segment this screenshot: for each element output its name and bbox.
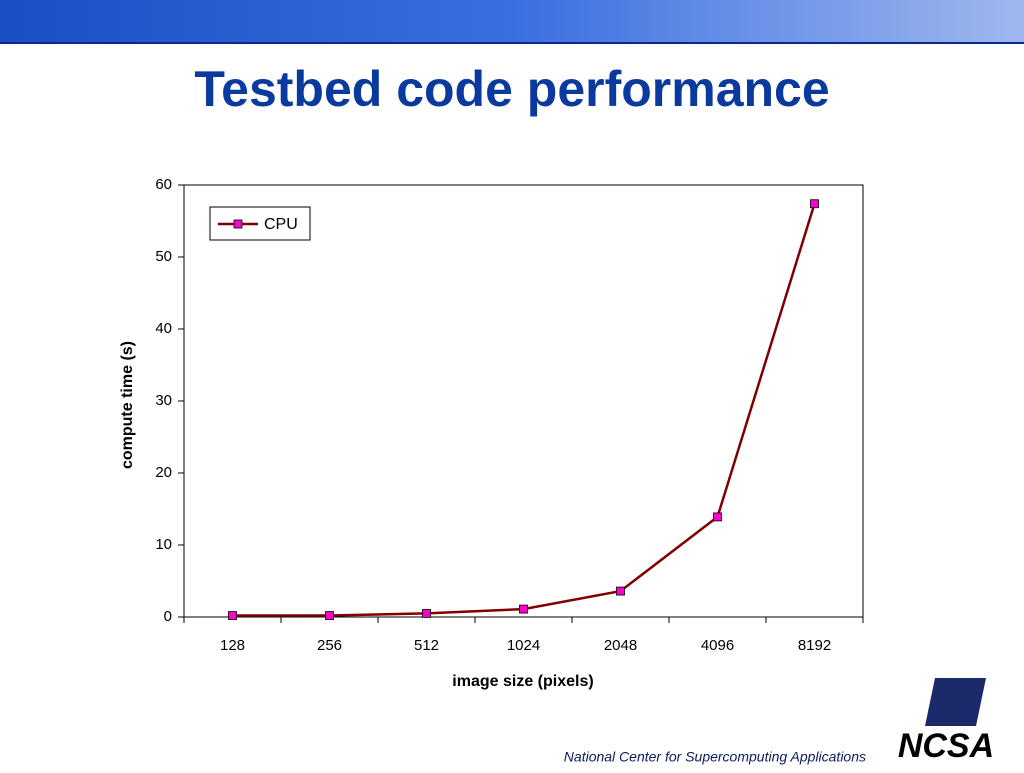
data-point: [519, 604, 528, 614]
data-point: [325, 611, 334, 620]
y-tick-label: 50: [155, 248, 172, 265]
data-line: [232, 203, 816, 617]
plot-frame: [183, 184, 864, 618]
data-point: [616, 586, 625, 596]
x-tick-label: 512: [414, 637, 439, 654]
y-tick-label: 40: [155, 320, 172, 337]
y-tick-label: 0: [164, 608, 172, 625]
x-tick-label: 128: [220, 637, 245, 654]
slide-title: Testbed code performance: [194, 61, 829, 117]
x-tick-label: 2048: [604, 637, 637, 654]
legend-label: CPU: [264, 216, 298, 233]
y-tick-label: 60: [155, 176, 172, 193]
data-point: [228, 611, 237, 620]
y-tick-label: 20: [155, 464, 172, 481]
y-tick-label: 10: [155, 536, 172, 553]
data-point: [810, 199, 819, 209]
x-tick-label: 8192: [798, 637, 831, 654]
data-point: [422, 609, 431, 618]
logo: NCSA: [898, 678, 994, 765]
x-axis-label: image size (pixels): [452, 673, 593, 690]
data-point: [713, 512, 722, 522]
x-tick-label: 256: [317, 637, 342, 654]
logo-mark: [925, 678, 986, 726]
banner: [0, 0, 1024, 42]
footer-text: National Center for Supercomputing Appli…: [564, 749, 866, 765]
x-tick-label: 4096: [701, 637, 734, 654]
x-tick-label: 1024: [507, 637, 540, 654]
banner-rule: [0, 42, 1024, 44]
y-tick-label: 30: [155, 392, 172, 409]
legend-marker: [233, 219, 243, 229]
y-axis-label: compute time (s): [119, 341, 136, 469]
logo-text: NCSA: [898, 727, 994, 765]
